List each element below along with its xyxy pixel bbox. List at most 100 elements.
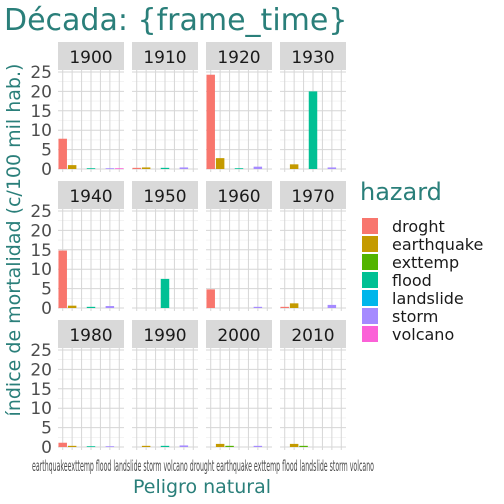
facet-strip — [206, 320, 272, 348]
facet-strip-label: 1910 — [143, 48, 186, 68]
facet-strip — [58, 181, 124, 209]
legend-label: exttemp — [392, 253, 459, 272]
bar-droght — [206, 289, 215, 308]
legend: hazard droghtearthquakeexttempfloodlands… — [360, 178, 483, 344]
legend-key-volcano — [362, 326, 378, 342]
y-tick-label: 0 — [41, 160, 52, 180]
legend-label: flood — [392, 271, 432, 290]
legend-label: storm — [392, 307, 438, 326]
bar-storm — [105, 168, 115, 170]
bar-earthquake — [67, 445, 77, 447]
facet-strip — [58, 320, 124, 348]
legend-key-storm — [362, 308, 378, 324]
bar-flood — [86, 446, 96, 448]
facet-panel: 1960 — [206, 181, 272, 311]
bar-flood — [234, 168, 244, 170]
y-tick-label: 10 — [30, 399, 52, 419]
chart-title: Década: {frame_time} — [4, 3, 347, 38]
facet-panel: 1900 — [58, 42, 124, 172]
y-tick-label: 10 — [30, 260, 52, 280]
facet-strip-label: 1940 — [69, 187, 112, 207]
bar-volcano — [115, 168, 124, 170]
y-tick-label: 15 — [30, 241, 52, 261]
y-tick-label: 20 — [30, 221, 52, 241]
facet-strip-label: 1970 — [291, 187, 334, 207]
bar-storm — [327, 304, 337, 308]
bar-storm — [253, 445, 263, 447]
bar-droght — [58, 442, 67, 447]
bar-storm — [105, 446, 115, 448]
bar-droght — [58, 250, 67, 308]
bar-storm — [105, 306, 115, 308]
bar-earthquake — [141, 167, 151, 169]
bar-earthquake — [67, 305, 77, 308]
legend-label: volcano — [392, 325, 454, 344]
x-axis-title: Peligro natural — [133, 476, 271, 498]
y-tick-label: 5 — [41, 419, 52, 439]
facet-strip-label: 1900 — [69, 48, 112, 68]
legend-key-flood — [362, 272, 378, 288]
facet-strip — [280, 320, 346, 348]
bar-flood — [160, 167, 170, 169]
y-axis-title: índice de mortalidad (c/100 mil hab.) — [3, 64, 25, 417]
facet-strip-label: 1980 — [69, 326, 112, 346]
bar-earthquake — [289, 443, 299, 447]
y-tick-label: 20 — [30, 82, 52, 102]
y-tick-label: 0 — [41, 299, 52, 319]
bar-droght — [206, 74, 215, 169]
facet-strip-label: 2000 — [217, 326, 260, 346]
legend-key-exttemp — [362, 254, 378, 270]
y-tick-label: 25 — [30, 63, 52, 83]
bar-exttemp — [299, 445, 308, 447]
legend-key-earthquake — [362, 236, 378, 252]
bar-droght — [280, 306, 289, 308]
facet-strip-label: 1960 — [217, 187, 260, 207]
legend-key-landslide — [362, 290, 378, 306]
legend-label: droght — [392, 217, 445, 236]
bar-flood — [86, 306, 96, 308]
facet-strip — [280, 181, 346, 209]
y-tick-label: 25 — [30, 341, 52, 361]
y-tick-label: 5 — [41, 280, 52, 300]
bar-flood — [160, 278, 170, 308]
bar-storm — [253, 306, 263, 308]
bar-droght — [58, 138, 67, 169]
bar-storm — [179, 445, 189, 447]
bar-earthquake — [215, 158, 225, 169]
facet-strip-label: 1920 — [217, 48, 260, 68]
bar-droght — [132, 167, 141, 169]
facet-strip-label: 1990 — [143, 326, 186, 346]
legend-key-droght — [362, 218, 378, 234]
bar-earthquake — [215, 443, 225, 447]
y-tick-label: 15 — [30, 380, 52, 400]
bar-storm — [327, 167, 337, 169]
legend-label: earthquake — [392, 235, 483, 254]
facet-strip — [206, 42, 272, 70]
facet-panel: 1980 — [58, 320, 124, 450]
y-tick-label: 20 — [30, 360, 52, 380]
facet-strip — [132, 42, 198, 70]
facet-panel: 1920 — [206, 42, 272, 172]
y-tick-label: 10 — [30, 121, 52, 141]
facet-panel: 1970 — [280, 181, 346, 311]
bar-storm — [179, 167, 189, 169]
bar-earthquake — [67, 165, 77, 169]
bar-storm — [253, 166, 263, 169]
facet-panel: 1950 — [132, 181, 198, 311]
facet-panel: 1940 — [58, 181, 124, 311]
facet-strip-label: 1930 — [291, 48, 334, 68]
bar-earthquake — [141, 445, 151, 447]
facet-panel: 1910 — [132, 42, 198, 172]
facet-strip — [58, 42, 124, 70]
legend-label: landslide — [392, 289, 464, 308]
facet-strip — [132, 181, 198, 209]
legend-title: hazard — [360, 178, 442, 206]
bar-flood — [308, 91, 318, 169]
bar-earthquake — [289, 164, 299, 169]
bar-flood — [160, 445, 170, 447]
facet-strip — [280, 42, 346, 70]
y-tick-label: 5 — [41, 141, 52, 161]
x-tick-label-row: earthquakeexttemp flood landslide storm … — [32, 457, 374, 475]
